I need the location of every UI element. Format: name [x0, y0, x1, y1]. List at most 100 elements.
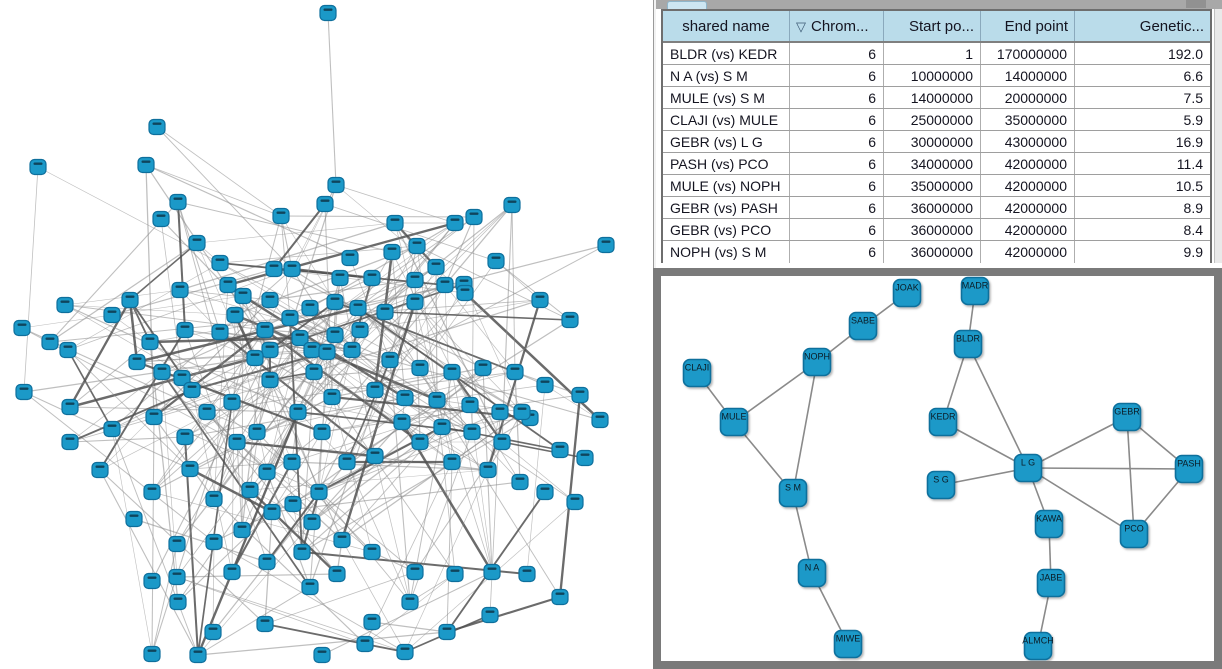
network-node[interactable]	[303, 341, 321, 359]
network-node[interactable]	[427, 258, 445, 276]
table-row[interactable]: GEBR (vs) PCO 6 36000000 42000000 8.4	[663, 219, 1210, 241]
network-node[interactable]	[121, 291, 139, 309]
sort-filter-icon[interactable]: ▽	[796, 18, 806, 34]
column-header-startpo[interactable]: Start po...	[884, 11, 981, 41]
network-node[interactable]	[363, 613, 381, 631]
network-node[interactable]	[125, 510, 143, 528]
network-node[interactable]	[258, 463, 276, 481]
network-node-sm[interactable]: S M	[778, 478, 808, 508]
network-node[interactable]	[401, 593, 419, 611]
network-node[interactable]	[328, 565, 346, 583]
network-node-almch[interactable]: ALMCH	[1022, 631, 1054, 661]
table-row[interactable]: MULE (vs) NOPH 6 35000000 42000000 10.5	[663, 175, 1210, 197]
network-node[interactable]	[188, 234, 206, 252]
network-node[interactable]	[327, 176, 345, 194]
network-node[interactable]	[363, 543, 381, 561]
network-node[interactable]	[241, 481, 259, 499]
network-node[interactable]	[289, 403, 307, 421]
network-node[interactable]	[313, 646, 331, 664]
network-node[interactable]	[487, 252, 505, 270]
network-node[interactable]	[319, 4, 337, 22]
network-node[interactable]	[326, 293, 344, 311]
network-node[interactable]	[406, 293, 424, 311]
network-node[interactable]	[91, 461, 109, 479]
network-node[interactable]	[356, 635, 374, 653]
network-node[interactable]	[436, 276, 454, 294]
network-node-joak[interactable]: JOAK	[892, 278, 922, 308]
network-node[interactable]	[396, 643, 414, 661]
network-node[interactable]	[176, 428, 194, 446]
network-node[interactable]	[396, 389, 414, 407]
network-node[interactable]	[143, 572, 161, 590]
network-node[interactable]	[511, 473, 529, 491]
network-node[interactable]	[211, 254, 229, 272]
detail-network-canvas[interactable]: JOAK MADR SABE BLDR NOPH CLAJI KEDR GEBR MULE L G…	[661, 276, 1214, 661]
network-node[interactable]	[463, 423, 481, 441]
network-node-na[interactable]: N A	[797, 558, 827, 588]
network-node[interactable]	[303, 513, 321, 531]
network-node[interactable]	[171, 281, 189, 299]
network-node[interactable]	[433, 418, 451, 436]
network-node[interactable]	[103, 306, 121, 324]
network-node[interactable]	[551, 441, 569, 459]
network-node[interactable]	[226, 306, 244, 324]
scrollbar-button[interactable]	[1186, 0, 1206, 8]
network-node[interactable]	[261, 291, 279, 309]
network-node[interactable]	[406, 563, 424, 581]
network-node[interactable]	[141, 333, 159, 351]
network-node[interactable]	[256, 321, 274, 339]
network-node[interactable]	[383, 243, 401, 261]
network-node[interactable]	[461, 396, 479, 414]
network-node[interactable]	[481, 606, 499, 624]
network-node[interactable]	[211, 323, 229, 341]
network-node-jabe[interactable]: JABE	[1036, 568, 1066, 598]
network-node[interactable]	[408, 237, 426, 255]
column-header-genetic[interactable]: Genetic...	[1075, 11, 1210, 41]
network-node[interactable]	[571, 386, 589, 404]
network-node-lg[interactable]: L G	[1013, 453, 1043, 483]
network-node[interactable]	[313, 423, 331, 441]
network-node[interactable]	[465, 208, 483, 226]
network-node[interactable]	[474, 359, 492, 377]
network-node[interactable]	[263, 503, 281, 521]
network-node[interactable]	[265, 260, 283, 278]
network-node[interactable]	[152, 210, 170, 228]
network-node-pash[interactable]: PASH	[1174, 454, 1204, 484]
network-node-kawa[interactable]: KAWA	[1034, 509, 1064, 539]
network-node-sg[interactable]: S G	[926, 470, 956, 500]
network-node[interactable]	[181, 460, 199, 478]
network-node[interactable]	[566, 493, 584, 511]
network-node[interactable]	[428, 391, 446, 409]
network-node[interactable]	[41, 333, 59, 351]
network-node[interactable]	[351, 321, 369, 339]
column-header-sharedname[interactable]: shared name	[663, 11, 790, 41]
network-node[interactable]	[61, 433, 79, 451]
network-node[interactable]	[143, 483, 161, 501]
network-node-pco[interactable]: PCO	[1119, 519, 1149, 549]
network-node[interactable]	[223, 563, 241, 581]
network-node[interactable]	[258, 553, 276, 571]
network-node[interactable]	[366, 381, 384, 399]
network-node[interactable]	[246, 349, 264, 367]
network-node[interactable]	[456, 284, 474, 302]
network-node[interactable]	[331, 269, 349, 287]
network-node[interactable]	[513, 403, 531, 421]
network-node-sabe[interactable]: SABE	[848, 311, 878, 341]
network-node[interactable]	[301, 299, 319, 317]
network-node[interactable]	[561, 311, 579, 329]
network-node[interactable]	[443, 453, 461, 471]
network-node[interactable]	[168, 568, 186, 586]
network-node[interactable]	[204, 623, 222, 641]
network-node[interactable]	[411, 433, 429, 451]
network-node[interactable]	[56, 296, 74, 314]
network-node[interactable]	[29, 158, 47, 176]
network-node[interactable]	[176, 321, 194, 339]
network-node[interactable]	[281, 309, 299, 327]
network-node[interactable]	[338, 453, 356, 471]
network-node[interactable]	[233, 521, 251, 539]
network-node[interactable]	[591, 411, 609, 429]
network-node[interactable]	[219, 276, 237, 294]
network-node-miwe[interactable]: MIWE	[833, 629, 863, 659]
network-node[interactable]	[305, 363, 323, 381]
network-node[interactable]	[483, 563, 501, 581]
